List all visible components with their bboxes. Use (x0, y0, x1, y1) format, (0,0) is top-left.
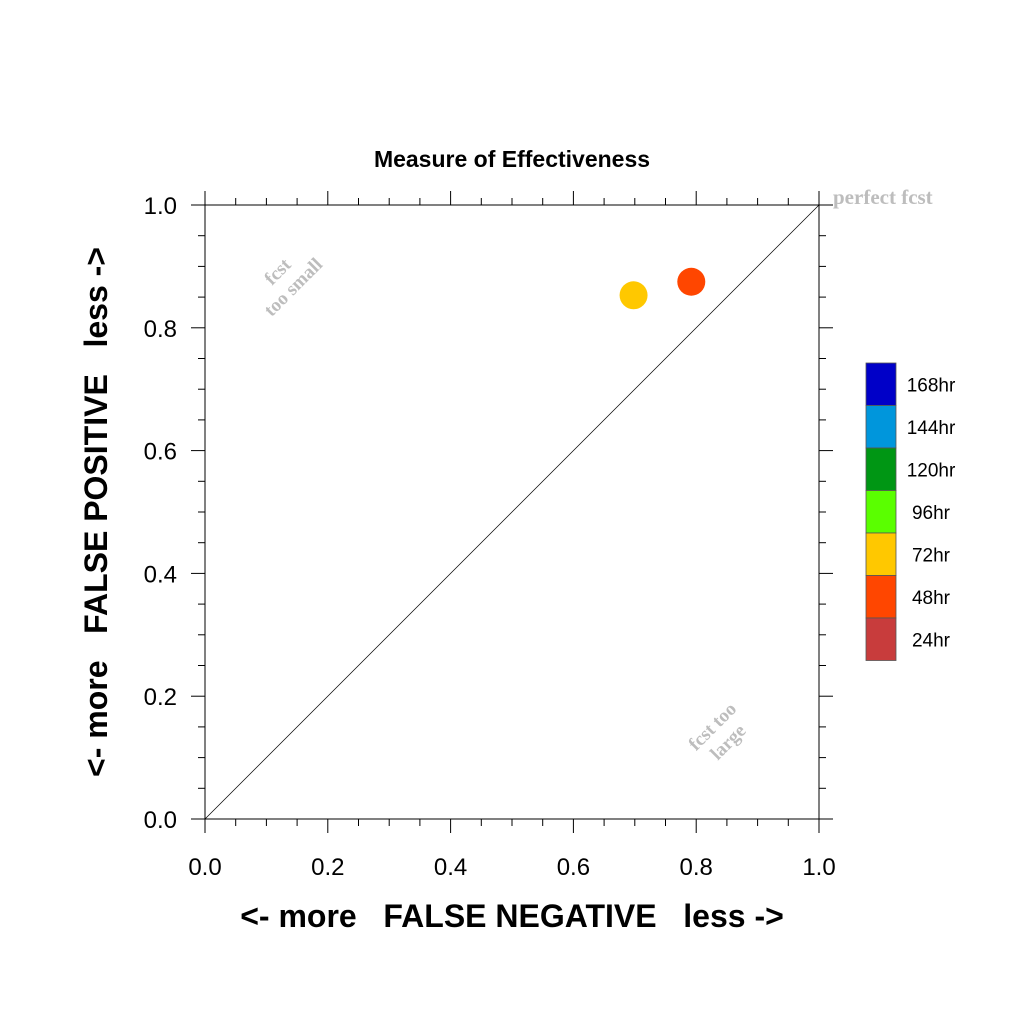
legend-label-24hr: 24hr (912, 630, 951, 651)
legend-label-72hr: 72hr (912, 545, 951, 566)
x-tick-label: 0.2 (311, 854, 344, 881)
chart-title: Measure of Effectiveness (374, 146, 650, 172)
x-tick-labels: 0.0 0.2 0.4 0.6 0.8 1.0 (188, 854, 835, 881)
perfect-diagonal-line (204, 204, 820, 820)
too-large-annotation: fcst too large (685, 699, 751, 765)
perfect-forecast-annotation: perfect fcst (833, 185, 933, 209)
y-axis-label: <- more FALSE POSITIVE less -> (78, 247, 114, 777)
x-tick-label: 0.4 (434, 854, 467, 881)
data-points (619, 267, 706, 310)
y-tick-label: 1.0 (144, 193, 177, 220)
forecast-hour-legend: 168hr 144hr 120hr 96hr 72hr 48hr 24hr (865, 362, 956, 661)
legend-label-96hr: 96hr (912, 503, 951, 524)
data-point-48hr (677, 267, 706, 296)
legend-label-48hr: 48hr (912, 588, 951, 609)
x-tick-label: 0.6 (557, 854, 590, 881)
legend-label-168hr: 168hr (907, 375, 956, 396)
y-tick-label: 0.6 (144, 439, 177, 466)
x-axis-label: <- more FALSE NEGATIVE less -> (240, 898, 784, 934)
y-tick-label: 0.0 (144, 807, 177, 834)
y-tick-label: 0.8 (144, 316, 177, 343)
y-tick-label: 0.4 (144, 561, 177, 588)
axis-ticks (191, 191, 833, 833)
x-tick-label: 0.8 (680, 854, 713, 881)
legend-swatch-72hr (865, 532, 897, 576)
legend-swatch-168hr (865, 362, 897, 406)
legend-swatch-24hr (865, 617, 897, 661)
y-tick-label: 0.2 (144, 684, 177, 711)
x-tick-label: 1.0 (802, 854, 835, 881)
legend-label-120hr: 120hr (907, 460, 956, 481)
legend-label-144hr: 144hr (907, 418, 956, 439)
y-tick-labels: 0.0 0.2 0.4 0.6 0.8 1.0 (144, 193, 177, 834)
legend-swatch-96hr (865, 490, 897, 534)
x-tick-label: 0.0 (188, 854, 221, 881)
data-point-72hr (619, 281, 648, 310)
legend-swatch-48hr (865, 575, 897, 619)
too-small-annotation: fcst too small (260, 254, 327, 321)
legend-swatch-120hr (865, 447, 897, 491)
legend-swatch-144hr (865, 405, 897, 449)
